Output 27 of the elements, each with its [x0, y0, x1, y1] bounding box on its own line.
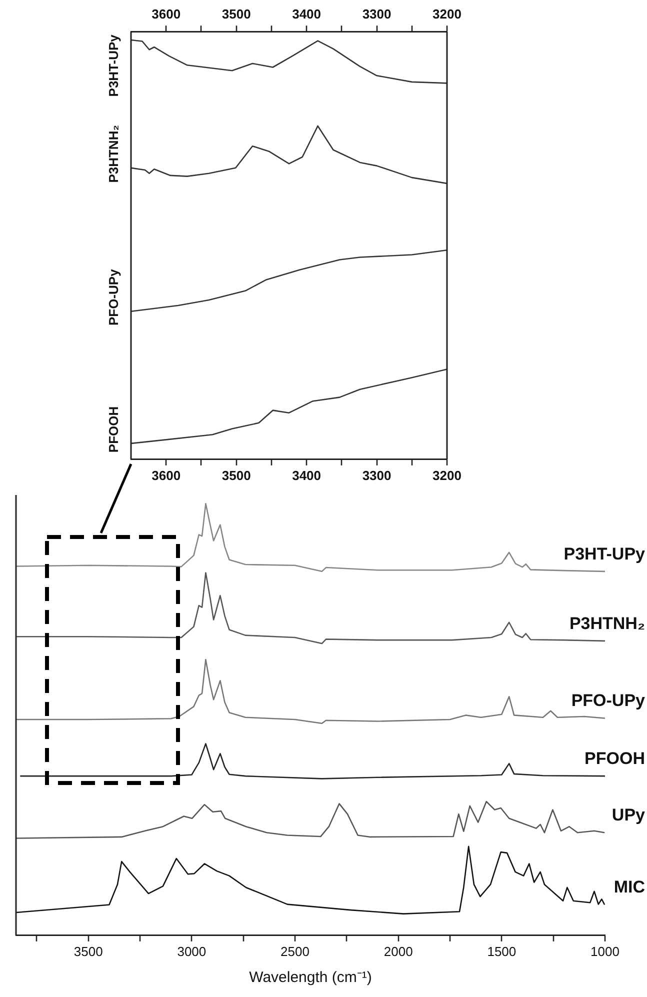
text: PFO-UPy — [106, 268, 122, 326]
x-tick-label: 3200 — [432, 468, 462, 483]
x2-tick-label: 3400 — [292, 6, 322, 22]
x-tick-label: 3400 — [292, 468, 322, 483]
x-tick-label: 3500 — [74, 944, 103, 959]
series-label: PFOOH — [584, 749, 645, 768]
x-tick-label: 3300 — [362, 468, 392, 483]
series-label: PFO-UPy — [571, 691, 646, 710]
x-tick-label: 1500 — [487, 944, 516, 959]
text: P3HTNH₂ — [106, 124, 122, 183]
series-label: P3HT-UPy — [564, 544, 646, 564]
x-tick-label: 3500 — [222, 468, 251, 483]
series-label: MIC — [614, 878, 645, 897]
x2-tick-label: 3500 — [222, 6, 251, 22]
x-tick-label: 3000 — [177, 944, 206, 959]
series-label: P3HTNH₂ — [569, 614, 645, 633]
x-tick-label: 2000 — [384, 944, 413, 959]
x-tick-label: 1000 — [590, 944, 620, 959]
text: PFOOH — [106, 406, 122, 453]
text: P3HT-UPy — [106, 34, 122, 97]
x2-tick-label: 3200 — [432, 6, 462, 22]
series-label: UPy — [612, 806, 646, 825]
x-tick-label: 2500 — [280, 944, 310, 959]
x2-tick-label: 3300 — [362, 6, 392, 22]
x-tick-label: 3600 — [152, 468, 181, 483]
x-axis-title: Wavelength (cm⁻¹) — [249, 969, 372, 986]
x2-tick-label: 3600 — [152, 6, 181, 22]
